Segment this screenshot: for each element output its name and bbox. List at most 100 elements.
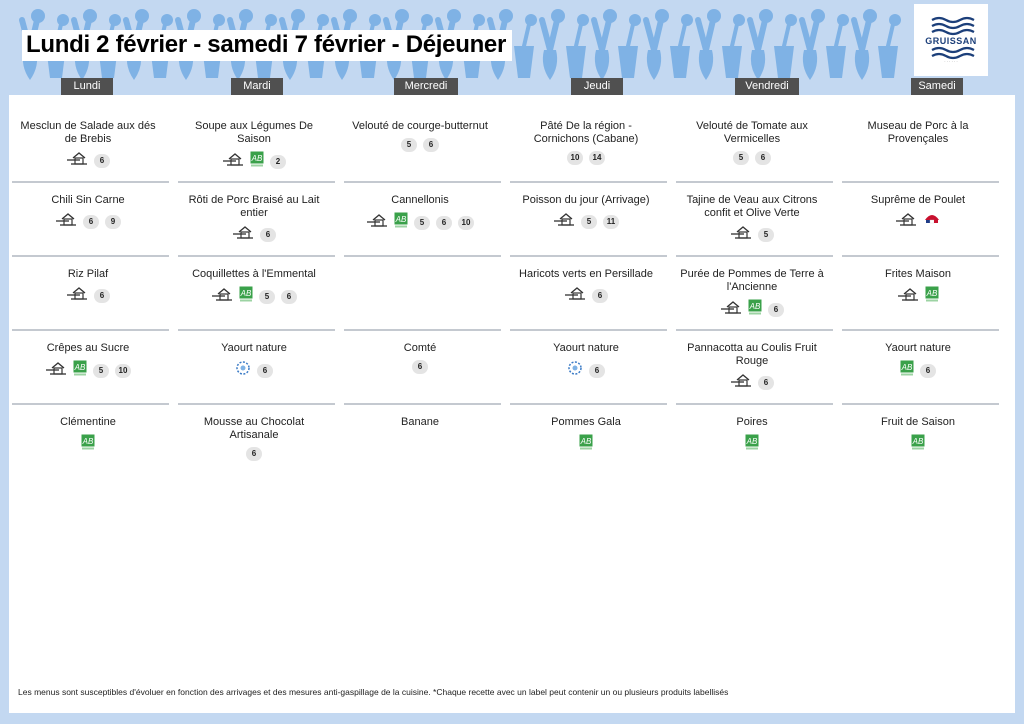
fait-maison-icon <box>564 286 586 305</box>
label-blue-icon <box>567 360 583 381</box>
allergen-badge: 9 <box>105 214 121 229</box>
allergen-badge: 6 <box>246 447 262 461</box>
day-header-mercredi: Mercredi <box>394 78 458 95</box>
menu-cell: Tajine de Veau aux Citrons confit et Oli… <box>673 194 831 266</box>
dish-labels: AB 2 <box>175 151 333 172</box>
row-divider <box>12 329 169 331</box>
footer-note: Les menus sont susceptibles d'évoluer en… <box>18 687 729 697</box>
allergen-badge: 5 <box>414 215 430 230</box>
bio-ab-icon: AB <box>900 360 914 381</box>
allergen-badge: 10 <box>115 363 131 378</box>
menu-cell: Yaourt nature 6 <box>175 342 333 414</box>
dish-name: Tajine de Veau aux Citrons confit et Oli… <box>686 194 818 219</box>
dish-labels: AB 5 10 <box>9 360 167 381</box>
fait-maison-icon <box>897 287 919 306</box>
day-header-vendredi: Vendredi <box>735 78 799 95</box>
logo-name: GRUISSAN <box>925 36 977 46</box>
day-header-samedi: Samedi <box>911 78 963 95</box>
row-divider <box>842 329 999 331</box>
dish-labels: 6 <box>175 225 333 244</box>
label-blue-icon <box>235 360 251 381</box>
svg-text:AB: AB <box>749 302 761 311</box>
fait-maison-icon <box>730 225 752 244</box>
row-divider <box>510 255 667 257</box>
svg-text:AB: AB <box>240 289 252 298</box>
dish-labels <box>839 212 997 231</box>
dish-name: Velouté de Tomate aux Vermicelles <box>696 120 808 145</box>
menu-cell: Velouté de Tomate aux Vermicelles 5 6 <box>673 120 831 192</box>
dish-name: Pâté De la région - Cornichons (Cabane) <box>533 120 639 145</box>
allergen-badge: 6 <box>412 360 428 374</box>
row-divider <box>178 329 335 331</box>
bio-ab-icon: AB <box>911 434 925 455</box>
svg-text:AB: AB <box>901 363 913 372</box>
allergen-badge: 6 <box>436 215 452 230</box>
dish-name: Comté <box>403 342 437 354</box>
dish-name: Frites Maison <box>884 268 952 280</box>
fait-maison-icon <box>730 373 752 392</box>
menu-cell: Mousse au Chocolat Artisanale 6 <box>175 416 333 488</box>
menu-cell: Suprême de Poulet <box>839 194 997 266</box>
menu-cell: Cannellonis AB 5 6 10 <box>341 194 499 266</box>
row-divider <box>12 181 169 183</box>
dish-labels: AB 6 <box>673 299 831 320</box>
bio-ab-icon: AB <box>239 286 253 307</box>
dish-labels: 6 <box>507 360 665 381</box>
dish-labels: AB <box>839 286 997 307</box>
dish-labels: AB 5 6 10 <box>341 212 499 233</box>
allergen-badge: 6 <box>83 214 99 229</box>
fait-maison-icon <box>222 152 244 171</box>
menu-cell: Clémentine AB <box>9 416 167 488</box>
bio-ab-icon: AB <box>925 286 939 307</box>
dish-name: Poires <box>736 416 768 428</box>
row-divider <box>178 181 335 183</box>
dish-name: Chili Sin Carne <box>51 194 125 206</box>
dish-name: Poisson du jour (Arrivage) <box>522 194 650 206</box>
fait-maison-icon <box>66 151 88 170</box>
menu-cell: Poisson du jour (Arrivage) 5 11 <box>507 194 665 266</box>
fait-maison-icon <box>232 225 254 244</box>
fait-maison-icon <box>55 212 77 231</box>
row-divider <box>510 181 667 183</box>
dish-labels: 6 <box>673 373 831 392</box>
menu-cell: Pannacotta au Coulis Fruit Rouge 6 <box>673 342 831 414</box>
row-divider <box>12 403 169 405</box>
logo-tagline: · · · · · · <box>944 59 958 64</box>
allergen-badge: 6 <box>920 363 936 378</box>
allergen-badge: 6 <box>758 375 774 390</box>
bio-ab-icon: AB <box>745 434 759 455</box>
dish-name: Pannacotta au Coulis Fruit Rouge <box>687 342 817 367</box>
allergen-badge: 5 <box>581 214 597 229</box>
dish-name: Haricots verts en Persillade <box>519 268 653 280</box>
fait-maison-icon <box>553 212 575 231</box>
row-divider <box>344 403 501 405</box>
gruissan-logo: GRUISSAN · · · · · · <box>914 4 988 76</box>
dish-labels: AB 5 6 <box>175 286 333 307</box>
dish-labels: AB <box>507 434 665 455</box>
allergen-badge: 10 <box>458 215 474 230</box>
svg-text:AB: AB <box>926 289 938 298</box>
menu-cell: Frites Maison AB <box>839 268 997 340</box>
dish-name: Yaourt nature <box>885 342 951 354</box>
dish-labels: 6 <box>341 360 499 374</box>
menu-cell: Comté 6 <box>341 342 499 414</box>
menu-cell: Yaourt nature 6 <box>507 342 665 414</box>
bio-ab-icon: AB <box>394 212 408 233</box>
allergen-badge: 6 <box>260 227 276 242</box>
day-header-jeudi: Jeudi <box>571 78 623 95</box>
fait-maison-icon <box>66 286 88 305</box>
menu-cell: Chili Sin Carne 6 9 <box>9 194 167 266</box>
row-divider <box>510 329 667 331</box>
fait-maison-icon <box>366 213 388 232</box>
allergen-badge: 10 <box>567 151 583 165</box>
row-divider <box>344 255 501 257</box>
dish-labels: 6 <box>175 360 333 381</box>
fait-maison-icon <box>45 361 67 380</box>
dish-name: Riz Pilaf <box>67 268 109 280</box>
row-divider <box>676 403 833 405</box>
dish-name: Crêpes au Sucre <box>46 342 130 354</box>
dish-name: Soupe aux Légumes De Saison <box>194 120 314 145</box>
allergen-badge: 5 <box>758 227 774 242</box>
dish-name: Suprême de Poulet <box>870 194 966 206</box>
dish-labels: 6 <box>9 151 167 170</box>
